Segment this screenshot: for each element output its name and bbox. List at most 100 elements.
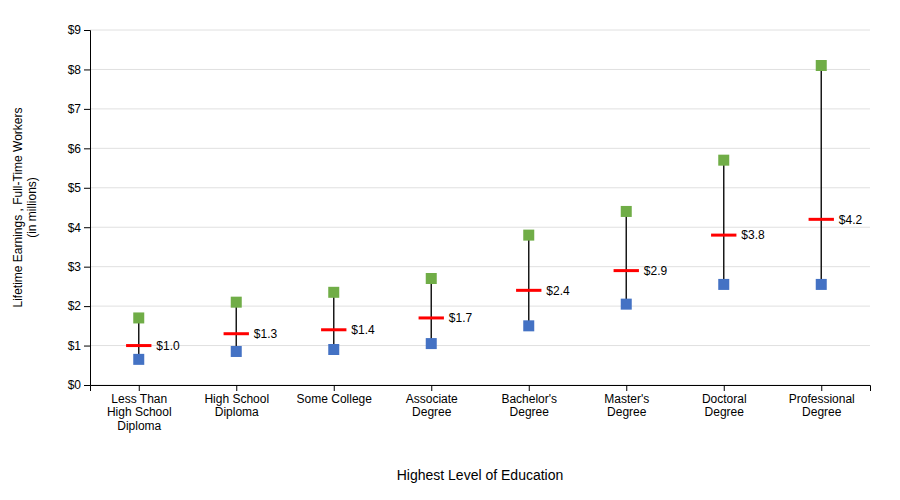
y-tick-mark [84,346,90,347]
x-tick-mark [724,385,725,391]
square-marker [718,279,729,290]
square-marker [328,344,339,355]
grid-line [90,345,870,346]
y-axis-title-line: (in millions) [25,177,39,238]
y-tick-label: $1 [68,339,82,353]
x-tick-label-line: Bachelor's [501,392,557,406]
dash-marker [126,344,151,347]
grid-line [90,148,870,149]
series-1 [126,219,834,345]
y-tick-mark [84,148,90,149]
x-axis: Less ThanHigh SchoolDiplomaHigh SchoolDi… [91,385,871,433]
square-marker [718,155,729,166]
y-tick: $8 [68,63,90,77]
x-tick: Less ThanHigh SchoolDiploma [107,385,172,433]
x-tick-label-line: Degree [412,405,452,419]
x-axis-line [91,386,871,392]
y-tick: $7 [68,102,90,116]
y-axis: $0 $1 $2 $3 $4 $5 $6 $7 $8 $9 [68,23,91,392]
y-tick: $1 [68,339,90,353]
x-tick-label-line: Degree [705,405,745,419]
data-label: $3.8 [741,228,765,242]
x-tick: AssociateDegree [406,385,458,419]
x-tick: ProfessionalDegree [789,385,855,419]
dash-marker [321,328,346,331]
square-marker [621,299,632,310]
square-marker [816,279,827,290]
grid-line [90,108,870,109]
x-tick-mark [334,385,335,391]
y-tick-mark [84,188,90,189]
x-tick-label-line: High School [107,405,172,419]
data-label: $2.4 [546,284,570,298]
data-label: $4.2 [839,213,863,227]
dash-marker [809,218,834,221]
y-tick-label: $4 [68,221,82,235]
x-tick-label: Bachelor'sDegree [501,392,557,420]
x-tick-label-line: High School [204,392,269,406]
y-tick-label: $9 [68,23,82,37]
y-tick-label: $3 [68,260,82,274]
y-tick-label: $0 [68,378,82,392]
range-line [821,66,823,285]
square-marker [426,338,437,349]
x-tick-label-line: Associate [406,392,458,406]
dash-marker [711,234,736,237]
square-marker [816,60,827,71]
square-marker [231,297,242,308]
dash-marker [224,332,249,335]
x-tick-mark [139,385,140,391]
x-tick-label: ProfessionalDegree [789,392,855,420]
series-0 [133,279,827,365]
x-tick: High SchoolDiploma [204,385,269,419]
grid [90,30,870,385]
plot: $0$1$2$3$4$5$6$7$8$9Less ThanHigh School… [11,23,871,483]
x-tick-mark [821,385,822,391]
square-marker [523,320,534,331]
x-tick-label: AssociateDegree [406,392,458,420]
range-line [528,235,530,326]
x-tick: DoctoralDegree [702,385,747,419]
dash-marker [419,316,444,319]
dash-marker [516,289,541,292]
y-tick: $3 [68,260,90,274]
x-tick-label: High SchoolDiploma [204,392,269,420]
x-tick-label-line: Master's [604,392,649,406]
x-tick-label-line: Degree [802,405,842,419]
y-tick: $9 [68,23,90,37]
x-tick-label-line: Less Than [111,392,167,406]
y-tick-label: $2 [68,299,82,313]
range-line [138,318,140,359]
y-tick-label: $5 [68,181,82,195]
y-axis-line [84,31,91,386]
x-tick-label-line: Diploma [215,405,259,419]
x-axis-title: Highest Level of Education [397,467,564,483]
x-tick-mark [236,385,237,391]
x-tick-label: Master'sDegree [604,392,649,420]
y-tick-label: $8 [68,63,82,77]
y-tick-mark [84,227,90,228]
y-tick-mark [84,109,90,110]
chart: $0$1$2$3$4$5$6$7$8$9Less ThanHigh School… [0,0,900,500]
grid-line [90,30,870,31]
range-line [626,211,628,304]
x-tick-label-line: Degree [607,405,647,419]
x-tick-label-line: Doctoral [702,392,747,406]
x-tick-mark [529,385,530,391]
range-lines [139,66,822,360]
y-tick: $5 [68,181,90,195]
square-marker [523,230,534,241]
range-line [431,279,433,344]
data-label: $1.4 [351,323,375,337]
y-tick-mark [84,306,90,307]
y-tick-label: $6 [68,142,82,156]
y-tick: $2 [68,299,90,313]
x-tick-label-line: Some College [297,392,373,406]
x-tick-label-line: Professional [789,392,855,406]
square-marker [621,206,632,217]
x-tick: Master'sDegree [604,385,649,419]
y-tick-mark [84,69,90,70]
marks [126,60,834,365]
x-tick-label: Some College [297,392,373,406]
y-axis-title-line: Lifetime Earnings , Full-Time Workers [11,107,25,307]
